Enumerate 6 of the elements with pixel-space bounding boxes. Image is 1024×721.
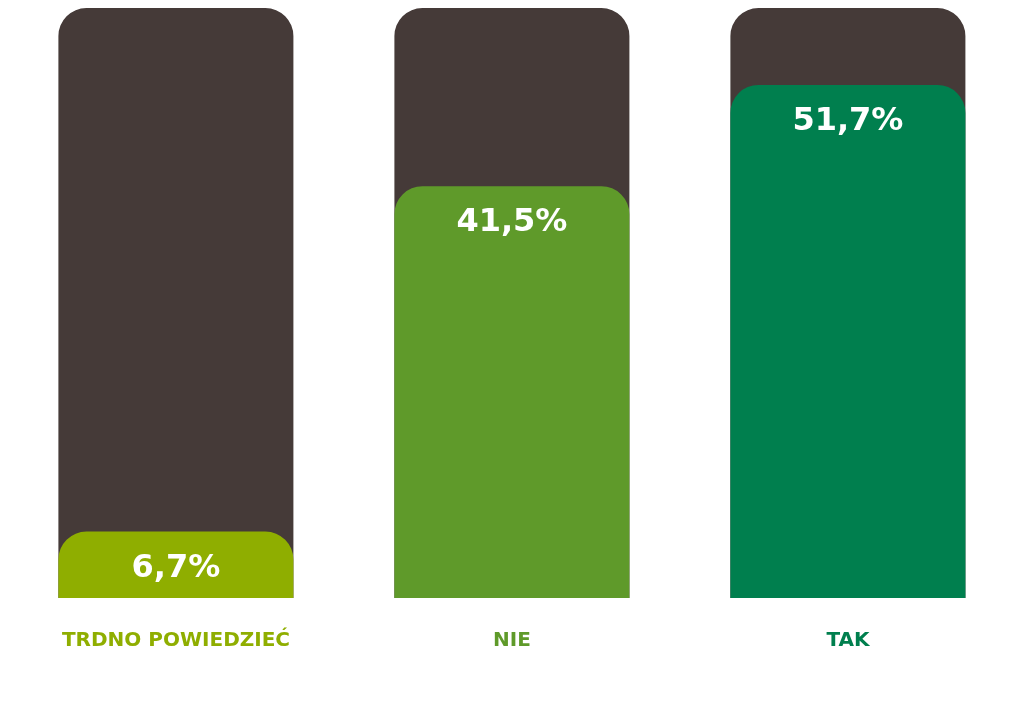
x-tick-label: TAK bbox=[826, 627, 872, 651]
x-tick-label: NIE bbox=[493, 627, 531, 651]
data-label: 51,7% bbox=[792, 99, 904, 138]
x-tick-label: TRDNO POWIEDZIEĆ bbox=[61, 627, 291, 651]
data-label: 6,7% bbox=[131, 546, 221, 585]
data-label: 41,5% bbox=[456, 201, 568, 240]
